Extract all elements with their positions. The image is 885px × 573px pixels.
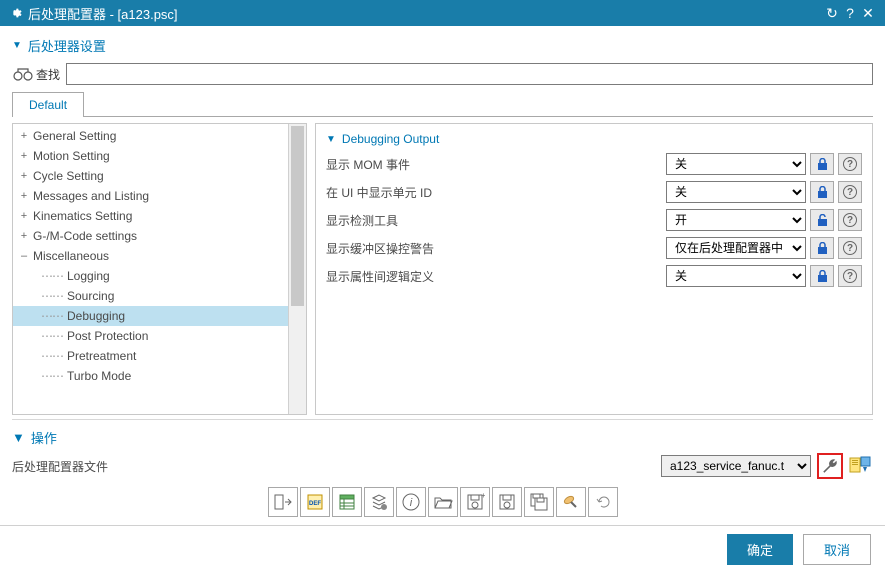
titlebar: 后处理配置器 - [a123.psc] ↻ ? ✕ — [0, 0, 885, 26]
chevron-down-icon: ▼ — [12, 430, 25, 445]
gear-icon — [8, 6, 22, 20]
lock-icon[interactable] — [810, 265, 834, 287]
section-postprocessor-settings[interactable]: ▼ 后处理器设置 — [12, 36, 873, 55]
tool-save-add-icon[interactable]: + — [460, 487, 490, 517]
find-label: 查找 — [12, 66, 60, 83]
help-icon[interactable]: ? — [838, 237, 862, 259]
prop-select[interactable]: 关 — [666, 181, 806, 203]
svg-text:+: + — [481, 492, 485, 500]
help-icon[interactable]: ? — [838, 153, 862, 175]
tree-item-turbo-mode[interactable]: ⋯⋯Turbo Mode — [13, 366, 306, 386]
prop-row: 显示缓冲区操控警告仅在后处理配置器中? — [326, 236, 862, 260]
prop-label: 显示属性间逻辑定义 — [326, 268, 666, 285]
find-input[interactable] — [66, 63, 873, 85]
prop-label: 在 UI 中显示单元 ID — [326, 184, 666, 201]
tool-save-icon[interactable] — [492, 487, 522, 517]
lock-icon[interactable] — [810, 153, 834, 175]
tree-item-motion-setting[interactable]: +Motion Setting — [13, 146, 306, 166]
tabs: Default — [12, 91, 873, 117]
tool-saveall-icon[interactable] — [524, 487, 554, 517]
help-icon[interactable]: ? — [838, 265, 862, 287]
properties-panel: ▼ Debugging Output 显示 MOM 事件关?在 UI 中显示单元… — [315, 123, 873, 415]
help-icon[interactable]: ? — [838, 209, 862, 231]
chevron-down-icon: ▼ — [326, 134, 336, 145]
close-icon[interactable]: ✕ — [859, 5, 877, 22]
prop-select[interactable]: 关 — [666, 265, 806, 287]
svg-text:i: i — [409, 497, 412, 509]
tree-item-sourcing[interactable]: ⋯⋯Sourcing — [13, 286, 306, 306]
ops-title: 操作 — [31, 428, 57, 447]
group-title: Debugging Output — [342, 132, 439, 146]
prop-row: 在 UI 中显示单元 ID关? — [326, 180, 862, 204]
svg-text:DEF: DEF — [309, 501, 321, 507]
tree-item-logging[interactable]: ⋯⋯Logging — [13, 266, 306, 286]
tool-export-icon[interactable] — [268, 487, 298, 517]
group-debugging-output[interactable]: ▼ Debugging Output — [326, 132, 862, 146]
section-title: 后处理器设置 — [28, 36, 106, 55]
cancel-button[interactable]: 取消 — [803, 534, 871, 565]
section-operations[interactable]: ▼ 操作 — [12, 428, 873, 447]
options-button[interactable] — [847, 454, 873, 478]
tool-layers-gear-icon[interactable] — [364, 487, 394, 517]
tree-item-cycle-setting[interactable]: +Cycle Setting — [13, 166, 306, 186]
tree-item-pretreatment[interactable]: ⋯⋯Pretreatment — [13, 346, 306, 366]
help-icon[interactable]: ? — [841, 5, 859, 21]
tree-item-miscellaneous[interactable]: –Miscellaneous — [13, 246, 306, 266]
binoculars-icon — [12, 66, 34, 82]
prop-label: 显示检测工具 — [326, 212, 666, 229]
tree-item-general-setting[interactable]: +General Setting — [13, 126, 306, 146]
prop-label: 显示缓冲区操控警告 — [326, 240, 666, 257]
prop-row: 显示 MOM 事件关? — [326, 152, 862, 176]
reset-icon[interactable]: ↻ — [823, 5, 841, 22]
scrollbar-thumb[interactable] — [291, 126, 304, 306]
toolbar: DEF i + — [12, 487, 873, 517]
find-row: 查找 — [12, 63, 873, 85]
chevron-down-icon: ▼ — [12, 40, 22, 51]
tree-item-kinematics-setting[interactable]: +Kinematics Setting — [13, 206, 306, 226]
help-icon[interactable]: ? — [838, 181, 862, 203]
prop-select[interactable]: 仅在后处理配置器中 — [666, 237, 806, 259]
tool-def-icon[interactable]: DEF — [300, 487, 330, 517]
file-select[interactable]: a123_service_fanuc.t — [661, 455, 811, 477]
tree-item-post-protection[interactable]: ⋯⋯Post Protection — [13, 326, 306, 346]
prop-row: 显示属性间逻辑定义关? — [326, 264, 862, 288]
window-title: 后处理配置器 - [a123.psc] — [28, 4, 823, 23]
prop-select[interactable]: 开 — [666, 209, 806, 231]
prop-select[interactable]: 关 — [666, 153, 806, 175]
file-label: 后处理配置器文件 — [12, 458, 661, 475]
tool-open-icon[interactable] — [428, 487, 458, 517]
tree-panel: +General Setting+Motion Setting+Cycle Se… — [12, 123, 307, 415]
ok-button[interactable]: 确定 — [727, 534, 793, 565]
tree-item-messages-and-listing[interactable]: +Messages and Listing — [13, 186, 306, 206]
lock-icon[interactable] — [810, 237, 834, 259]
tab-default[interactable]: Default — [12, 92, 84, 117]
tree-item-g-m-code-settings[interactable]: +G-/M-Code settings — [13, 226, 306, 246]
lock-icon[interactable] — [810, 181, 834, 203]
prop-label: 显示 MOM 事件 — [326, 156, 666, 173]
footer: 确定 取消 — [0, 525, 885, 573]
tool-undo-icon[interactable] — [588, 487, 618, 517]
prop-row: 显示检测工具开? — [326, 208, 862, 232]
tool-table-icon[interactable] — [332, 487, 362, 517]
tool-attach-icon[interactable] — [556, 487, 586, 517]
tree-item-debugging[interactable]: ⋯⋯Debugging — [13, 306, 306, 326]
file-row: 后处理配置器文件 a123_service_fanuc.t — [12, 453, 873, 479]
tool-info-icon[interactable]: i — [396, 487, 426, 517]
lock-icon[interactable] — [810, 209, 834, 231]
wrench-button[interactable] — [817, 453, 843, 479]
